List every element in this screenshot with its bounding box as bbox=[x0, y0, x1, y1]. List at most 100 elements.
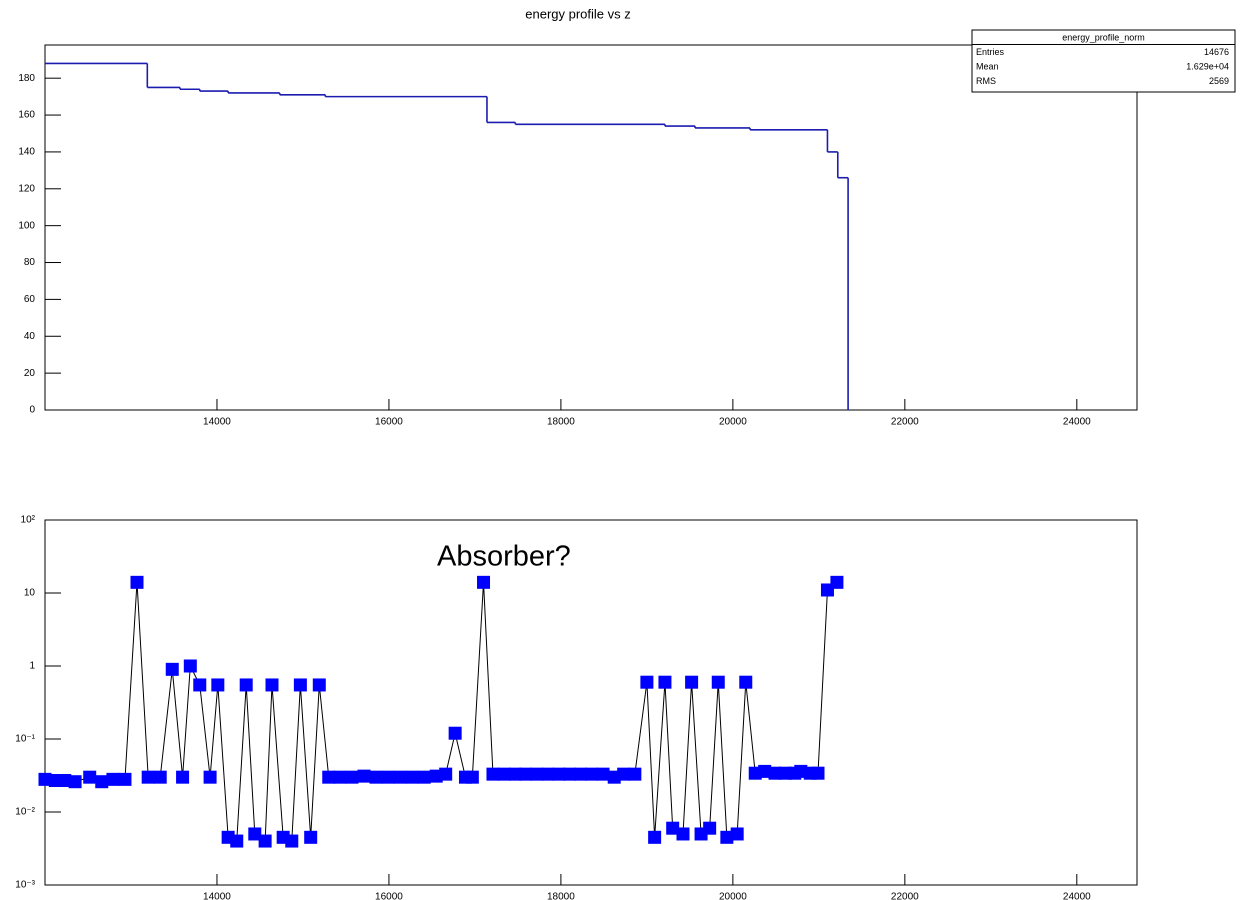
y-tick-label: 80 bbox=[24, 257, 36, 268]
marker bbox=[183, 659, 197, 673]
x-tick-label: 22000 bbox=[891, 417, 919, 428]
marker bbox=[248, 827, 262, 841]
x-tick-label: 18000 bbox=[547, 892, 575, 900]
x-tick-label: 18000 bbox=[547, 417, 575, 428]
marker bbox=[345, 770, 359, 784]
x-tick-label: 24000 bbox=[1063, 417, 1091, 428]
marker bbox=[530, 767, 544, 781]
marker bbox=[357, 769, 371, 783]
y-tick-label: 140 bbox=[18, 147, 35, 158]
marker bbox=[758, 764, 772, 778]
marker bbox=[393, 770, 407, 784]
marker bbox=[211, 678, 225, 692]
marker bbox=[239, 678, 253, 692]
stats-value: 2569 bbox=[1209, 76, 1229, 86]
marker bbox=[552, 767, 566, 781]
y-tick-label: 1 bbox=[29, 661, 35, 672]
marker bbox=[333, 770, 347, 784]
marker bbox=[405, 770, 419, 784]
y-tick-label: 100 bbox=[18, 220, 35, 231]
marker bbox=[312, 678, 326, 692]
chart-title: energy profile vs z bbox=[525, 6, 631, 21]
marker bbox=[640, 675, 654, 689]
y-tick-label: 20 bbox=[24, 368, 36, 379]
marker bbox=[711, 675, 725, 689]
x-tick-label: 14000 bbox=[203, 417, 231, 428]
x-tick-label: 16000 bbox=[375, 892, 403, 900]
marker bbox=[68, 775, 82, 789]
stats-label: Entries bbox=[976, 47, 1005, 57]
annotation: Absorber? bbox=[437, 541, 571, 573]
marker bbox=[720, 830, 734, 844]
x-tick-label: 24000 bbox=[1063, 892, 1091, 900]
y-tick-label: 10⁻¹ bbox=[15, 734, 35, 745]
stats-box bbox=[971, 29, 1236, 93]
y-tick-label: 10² bbox=[21, 515, 36, 526]
marker bbox=[83, 770, 97, 784]
y-tick-label: 10 bbox=[24, 588, 36, 599]
marker bbox=[58, 774, 72, 788]
stats-label: RMS bbox=[976, 76, 996, 86]
marker bbox=[165, 662, 179, 676]
marker bbox=[563, 767, 577, 781]
plot-frame bbox=[44, 519, 1138, 886]
marker bbox=[617, 767, 631, 781]
y-tick-label: 60 bbox=[24, 294, 36, 305]
stats-value: 1.629e+04 bbox=[1186, 62, 1229, 72]
marker bbox=[541, 767, 555, 781]
stats-title: energy_profile_norm bbox=[1062, 33, 1145, 43]
marker bbox=[304, 830, 318, 844]
marker bbox=[118, 772, 132, 786]
marker bbox=[658, 675, 672, 689]
marker bbox=[258, 834, 272, 848]
y-tick-label: 180 bbox=[18, 73, 35, 84]
marker bbox=[685, 675, 699, 689]
marker bbox=[730, 827, 744, 841]
stats-value: 14676 bbox=[1204, 47, 1229, 57]
y-tick-label: 10⁻³ bbox=[15, 880, 35, 891]
marker bbox=[141, 770, 155, 784]
marker bbox=[106, 772, 120, 786]
marker bbox=[417, 770, 431, 784]
marker bbox=[230, 834, 244, 848]
marker bbox=[477, 575, 491, 589]
marker bbox=[811, 766, 825, 780]
marker bbox=[95, 775, 109, 789]
marker bbox=[176, 770, 190, 784]
marker bbox=[519, 767, 533, 781]
x-tick-label: 14000 bbox=[203, 892, 231, 900]
marker bbox=[369, 770, 383, 784]
marker bbox=[585, 767, 599, 781]
marker bbox=[322, 770, 336, 784]
marker bbox=[439, 767, 453, 781]
stats-label: Mean bbox=[976, 62, 999, 72]
marker bbox=[465, 770, 479, 784]
marker bbox=[203, 770, 217, 784]
marker bbox=[448, 726, 462, 740]
x-tick-label: 20000 bbox=[719, 417, 747, 428]
marker bbox=[628, 767, 642, 781]
x-tick-label: 22000 bbox=[891, 892, 919, 900]
marker bbox=[739, 675, 753, 689]
marker bbox=[648, 830, 662, 844]
marker bbox=[703, 821, 717, 835]
marker bbox=[381, 770, 395, 784]
y-tick-label: 40 bbox=[24, 331, 36, 342]
marker bbox=[153, 770, 167, 784]
plot-frame bbox=[44, 44, 1138, 411]
x-tick-label: 16000 bbox=[375, 417, 403, 428]
marker bbox=[768, 766, 782, 780]
y-tick-label: 10⁻² bbox=[15, 807, 35, 818]
y-tick-label: 160 bbox=[18, 110, 35, 121]
marker bbox=[38, 772, 52, 786]
x-tick-label: 20000 bbox=[719, 892, 747, 900]
marker bbox=[666, 821, 680, 835]
y-tick-label: 120 bbox=[18, 183, 35, 194]
marker bbox=[265, 678, 279, 692]
marker bbox=[486, 767, 500, 781]
marker bbox=[596, 767, 610, 781]
y-tick-label: 0 bbox=[29, 405, 35, 416]
marker bbox=[285, 834, 299, 848]
marker bbox=[130, 575, 144, 589]
